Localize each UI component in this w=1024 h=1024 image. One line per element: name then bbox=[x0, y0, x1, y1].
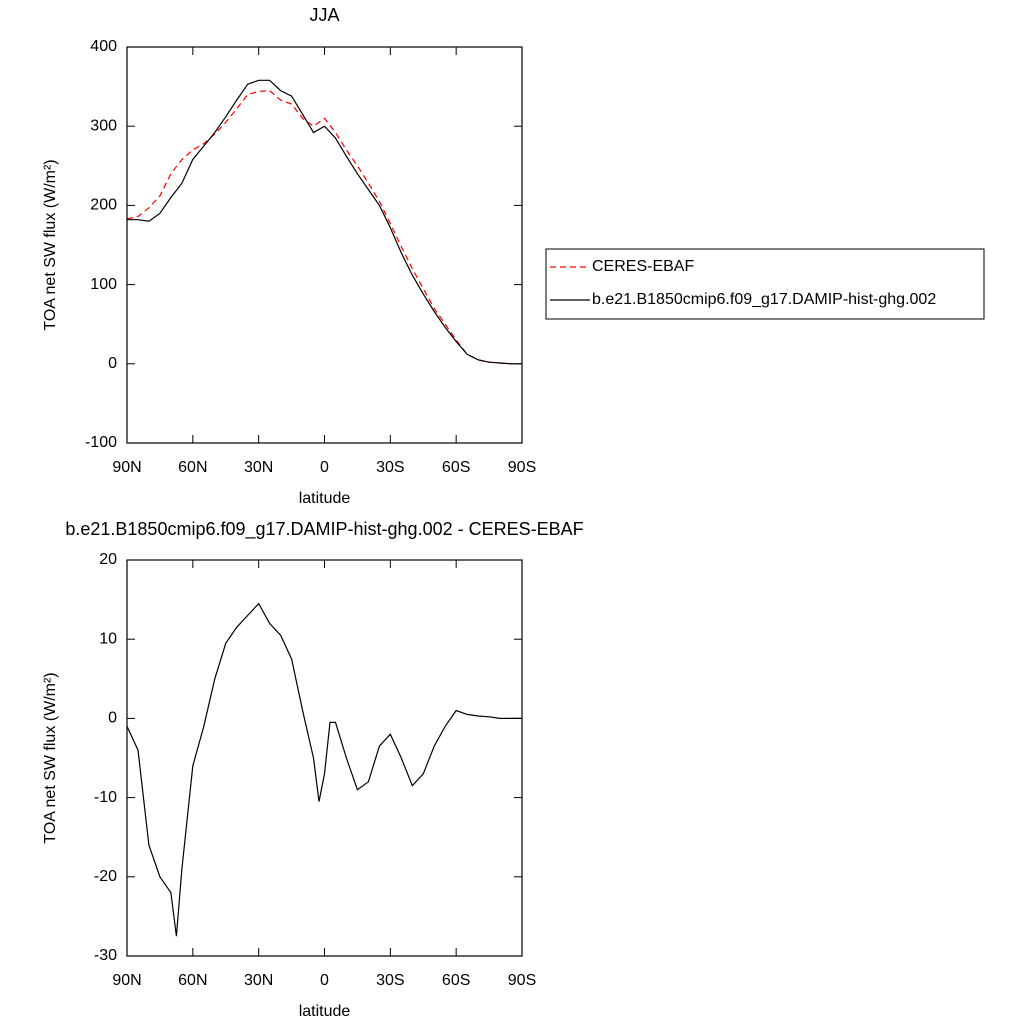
x-tick-label: 30S bbox=[376, 459, 404, 476]
x-tick-label: 30S bbox=[376, 972, 404, 989]
y-tick-label: -20 bbox=[94, 868, 117, 885]
y-tick-label: 300 bbox=[90, 117, 117, 134]
data-line bbox=[127, 79, 522, 365]
x-tick-label: 30N bbox=[244, 972, 273, 989]
x-tick-label: 60S bbox=[442, 972, 470, 989]
x-axis-label: latitude bbox=[299, 1003, 351, 1020]
chart-title: b.e21.B1850cmip6.f09_g17.DAMIP-hist-ghg.… bbox=[65, 519, 583, 540]
x-tick-label: 60N bbox=[178, 972, 207, 989]
y-tick-label: 0 bbox=[108, 710, 117, 727]
y-tick-label: 100 bbox=[90, 276, 117, 293]
x-tick-label: 60N bbox=[178, 459, 207, 476]
y-tick-label: -30 bbox=[94, 947, 117, 964]
y-tick-label: 0 bbox=[108, 355, 117, 372]
y-axis-label: TOA net SW flux (W/m²) bbox=[42, 672, 59, 843]
legend-label: CERES-EBAF bbox=[592, 258, 694, 275]
y-tick-label: 10 bbox=[99, 630, 117, 647]
chart-title: JJA bbox=[309, 5, 339, 25]
y-tick-label: 20 bbox=[99, 551, 117, 568]
y-tick-label: 200 bbox=[90, 197, 117, 214]
y-tick-label: -100 bbox=[85, 434, 117, 451]
plot-frame bbox=[126, 559, 523, 957]
legend-label: b.e21.B1850cmip6.f09_g17.DAMIP-hist-ghg.… bbox=[592, 291, 936, 308]
y-tick-label: 400 bbox=[90, 38, 117, 55]
x-tick-label: 0 bbox=[320, 459, 329, 476]
x-axis-label: latitude bbox=[299, 490, 351, 507]
y-axis-label: TOA net SW flux (W/m²) bbox=[42, 159, 59, 330]
y-tick-label: -10 bbox=[94, 789, 117, 806]
x-tick-label: 60S bbox=[442, 459, 470, 476]
x-tick-label: 90S bbox=[508, 459, 536, 476]
data-line bbox=[126, 89, 522, 365]
x-tick-label: 90S bbox=[508, 972, 536, 989]
x-tick-label: 30N bbox=[244, 459, 273, 476]
data-line bbox=[126, 602, 522, 937]
plot-frame bbox=[126, 46, 523, 444]
x-tick-label: 90N bbox=[112, 972, 141, 989]
x-tick-label: 90N bbox=[112, 459, 141, 476]
legend-box bbox=[545, 248, 985, 320]
x-tick-label: 0 bbox=[320, 972, 329, 989]
